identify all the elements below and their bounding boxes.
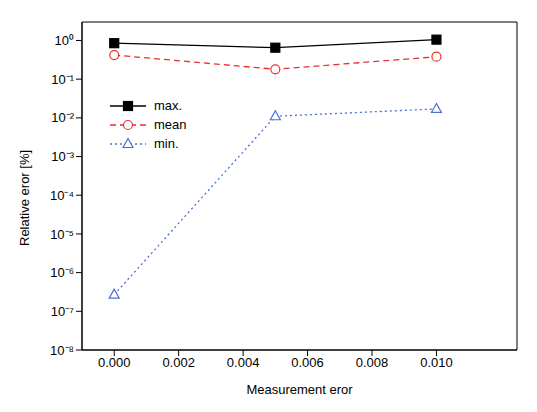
html-text:min.: min. <box>154 136 179 151</box>
svg-text:Relative eror [%]: Relative eror [%] <box>17 150 32 246</box>
html-text:max.: max. <box>154 98 183 113</box>
svg-text:0.010: 0.010 <box>420 355 453 370</box>
svg-text:Measurement eror: Measurement eror <box>246 382 353 397</box>
svg-text:10⁻²: 10⁻² <box>51 110 74 125</box>
svg-text:10⁻¹: 10⁻¹ <box>51 72 74 87</box>
svg-text:0.000: 0.000 <box>98 355 131 370</box>
svg-text:10⁻⁷: 10⁻⁷ <box>51 304 74 319</box>
svg-text:0.008: 0.008 <box>356 355 389 370</box>
svg-text:0.002: 0.002 <box>162 355 195 370</box>
svg-text:10⁻⁶: 10⁻⁶ <box>50 265 74 280</box>
svg-text:10⁻³: 10⁻³ <box>51 149 74 164</box>
svg-text:0.004: 0.004 <box>227 355 260 370</box>
svg-text:0.006: 0.006 <box>291 355 324 370</box>
svg-text:10⁻⁵: 10⁻⁵ <box>50 227 74 242</box>
svg-text:10⁻⁴: 10⁻⁴ <box>50 188 74 203</box>
html-text:mean: mean <box>154 117 187 132</box>
svg-text:10⁰: 10⁰ <box>55 33 74 48</box>
svg-text:10⁻⁸: 10⁻⁸ <box>50 343 74 358</box>
